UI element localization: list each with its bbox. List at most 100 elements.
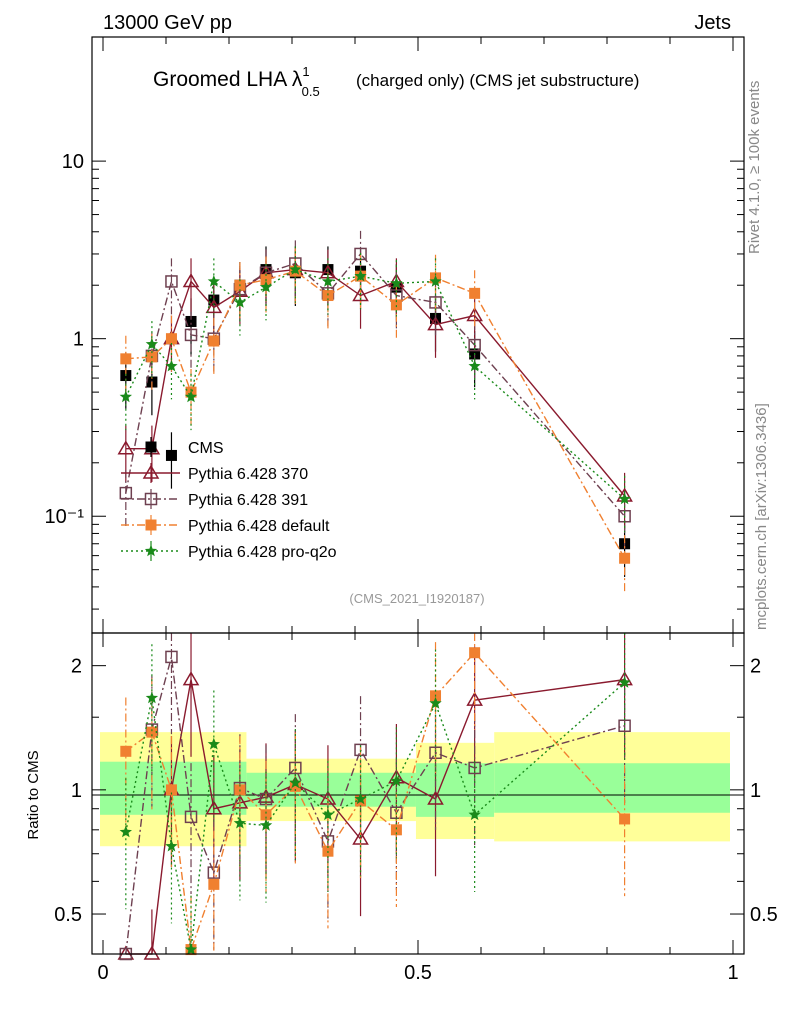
legend-entry: CMS <box>145 437 224 457</box>
ratio-marker <box>145 691 159 704</box>
legend-entry: Pythia 6.428 370 <box>121 463 308 483</box>
side-label-top: Rivet 4.1.0, ≥ 100k events <box>746 81 763 254</box>
main-series-4 <box>119 246 631 533</box>
ratio-marker <box>233 816 247 829</box>
main-series-layer <box>117 230 633 592</box>
ratio-axes: 0.5 0.5 1 1 2 2 0 0.5 1 <box>54 633 778 984</box>
legend-label: Pythia 6.428 370 <box>188 466 308 483</box>
main-marker <box>469 287 481 299</box>
legend-entry: Pythia 6.428 default <box>121 515 330 535</box>
ratio-marker <box>165 650 178 664</box>
legend-label: CMS <box>188 440 224 457</box>
legend-marker <box>144 544 158 557</box>
xtick-label: 0 <box>97 962 108 984</box>
chart-title-sup: 1 <box>302 64 309 79</box>
chart-title-sub: 0.5 <box>302 84 320 99</box>
ratio-ytick-label: 1 <box>71 780 82 802</box>
ratio-marker <box>207 737 220 750</box>
main-marker <box>259 280 273 293</box>
legend-marker <box>145 519 157 531</box>
ratio-marker <box>618 676 631 688</box>
legend-label: Pythia 6.428 default <box>188 518 330 535</box>
ratio-bands <box>100 732 730 847</box>
ratio-marker <box>427 790 444 805</box>
main-marker <box>289 263 302 275</box>
ratio-marker <box>120 745 132 757</box>
main-marker <box>120 353 132 365</box>
ratio-marker <box>184 943 198 955</box>
ratio-marker <box>208 878 220 890</box>
chart-title-rest: (charged only) (CMS jet substructure) <box>356 71 639 90</box>
ratio-marker <box>390 774 403 787</box>
main-marker <box>619 552 631 564</box>
main-marker <box>205 298 223 314</box>
ratio-marker <box>468 808 481 821</box>
main-marker <box>165 275 178 288</box>
main-ytick-label: 1 <box>73 329 84 351</box>
main-marker <box>233 295 247 308</box>
main-marker <box>119 390 132 403</box>
ratio-marker <box>184 810 198 824</box>
legend-marker <box>142 464 160 479</box>
main-line <box>125 270 626 559</box>
ratio-series-layer <box>117 633 633 961</box>
main-line <box>125 268 626 497</box>
chart-title-main: Groomed LHA λ <box>153 68 303 91</box>
legend-entry: Pythia 6.428 pro-q2o <box>121 541 337 561</box>
ratio-ytick-label: 0.5 <box>54 904 82 926</box>
ratio-marker <box>260 809 272 821</box>
main-marker <box>184 328 198 342</box>
ratio-marker <box>321 808 335 821</box>
ratio-marker <box>619 813 631 825</box>
ratio-marker <box>143 945 161 960</box>
main-marker <box>208 335 220 347</box>
main-marker <box>182 272 200 288</box>
main-marker <box>429 275 442 287</box>
header-left: 13000 GeV pp <box>103 12 232 34</box>
main-series-3 <box>120 248 631 592</box>
main-marker <box>165 359 178 372</box>
legend-marker <box>145 441 157 453</box>
main-marker <box>390 299 402 311</box>
ratio-marker <box>165 784 177 796</box>
legend-label: Pythia 6.428 391 <box>188 492 308 509</box>
xtick-label: 1 <box>727 962 738 984</box>
ratio-marker <box>289 776 302 789</box>
ratio-marker <box>205 800 223 815</box>
ratio-band-green <box>494 763 730 813</box>
main-line <box>125 252 626 517</box>
ratio-marker <box>289 780 301 792</box>
main-axes: 10⁻¹ 1 10 <box>45 37 744 633</box>
legend: CMS Pythia 6.428 370 Pythia 6.428 391 Pythi… <box>121 437 337 561</box>
analysis-tag: (CMS_2021_I1920187) <box>349 591 484 606</box>
legend-label: Pythia 6.428 pro-q2o <box>188 544 337 561</box>
ratio-marker <box>354 792 367 805</box>
ratio-ytick-label: 2 <box>71 656 82 678</box>
main-ytick-label: 10 <box>62 151 84 173</box>
main-marker <box>321 275 335 287</box>
main-ytick-label: 10⁻¹ <box>45 506 85 528</box>
main-marker <box>468 359 481 372</box>
ratio-marker <box>466 691 483 706</box>
ratio-ytick-label-right: 1 <box>750 780 761 802</box>
ratio-marker <box>618 719 631 733</box>
main-marker <box>145 337 159 350</box>
ratio-line <box>125 678 625 955</box>
ratio-ytick-label-right: 2 <box>750 656 761 678</box>
main-marker <box>468 338 481 352</box>
ratio-marker <box>146 726 158 738</box>
main-marker <box>390 276 403 289</box>
header-right: Jets <box>694 12 731 34</box>
ratio-marker <box>259 818 273 831</box>
ratio-marker <box>182 671 200 686</box>
chart-title: Groomed LHA λ1 0.5 <box>153 64 320 99</box>
main-marker <box>352 287 369 302</box>
main-line <box>125 268 626 500</box>
main-marker <box>185 315 197 327</box>
xtick-label: 0.5 <box>404 962 432 984</box>
side-label-bottom: mcplots.cern.ch [arXiv:1306.3436] <box>753 403 770 630</box>
ratio-ylabel: Ratio to CMS <box>25 750 42 839</box>
main-marker <box>184 390 198 403</box>
ratio-ytick-label-right: 0.5 <box>750 904 778 926</box>
